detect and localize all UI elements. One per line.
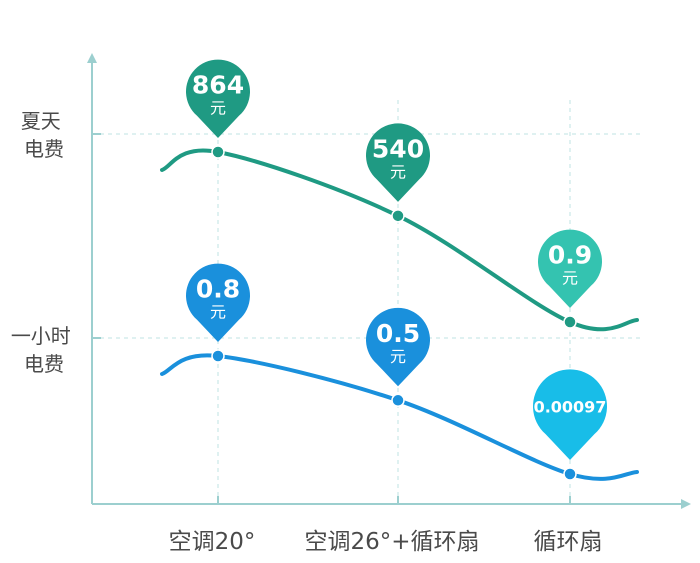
value-label: 0.00097 [534,397,607,416]
axes [87,53,691,509]
unit-label: 元 [210,303,226,322]
data-point-s0-2 [563,315,577,329]
data-point-s0-1 [391,209,405,223]
value-label: 0.5 [376,319,420,348]
unit-label: 元 [390,162,406,181]
value-label: 0.9 [548,241,592,270]
value-label: 864 [192,71,244,100]
value-pin-shape [366,307,431,387]
data-point-s1-1 [391,393,405,408]
data-points [211,145,577,481]
unit-label: 元 [390,347,406,366]
value-label: 540 [372,134,424,163]
value-pin-shape [185,263,251,342]
data-point-s1-0 [211,349,225,363]
y-label-hourly: 一小时 电费 [11,324,77,376]
y-label-hourly-line1: 一小时 [11,324,71,348]
y-label-summer: 夏天 电费 [21,109,67,161]
x-label-2: 循环扇 [534,529,603,555]
data-point-s1-2 [563,467,577,481]
value-pin-s0-2: 0.9元 [538,229,602,308]
x-label-0: 空调20° [169,529,256,555]
value-pin-shape [538,229,602,308]
x-label-1: 空调26°+循环扇 [304,529,479,555]
data-point-s0-0 [211,145,225,159]
y-label-hourly-line2: 电费 [24,352,64,376]
value-label: 0.8 [196,275,240,304]
value-pin-s1-2: 0.00097 [533,369,607,460]
unit-label: 元 [210,99,226,118]
value-pin-shape [186,59,251,138]
unit-label: 元 [562,269,578,288]
y-label-summer-line2: 电费 [24,137,64,161]
value-pin-s1-1: 0.5元 [366,307,431,387]
value-pin-shape [533,369,607,460]
value-pin-s1-0: 0.8元 [185,263,251,342]
y-label-summer-line1: 夏天 [21,109,61,133]
value-pin-shape [365,123,430,202]
